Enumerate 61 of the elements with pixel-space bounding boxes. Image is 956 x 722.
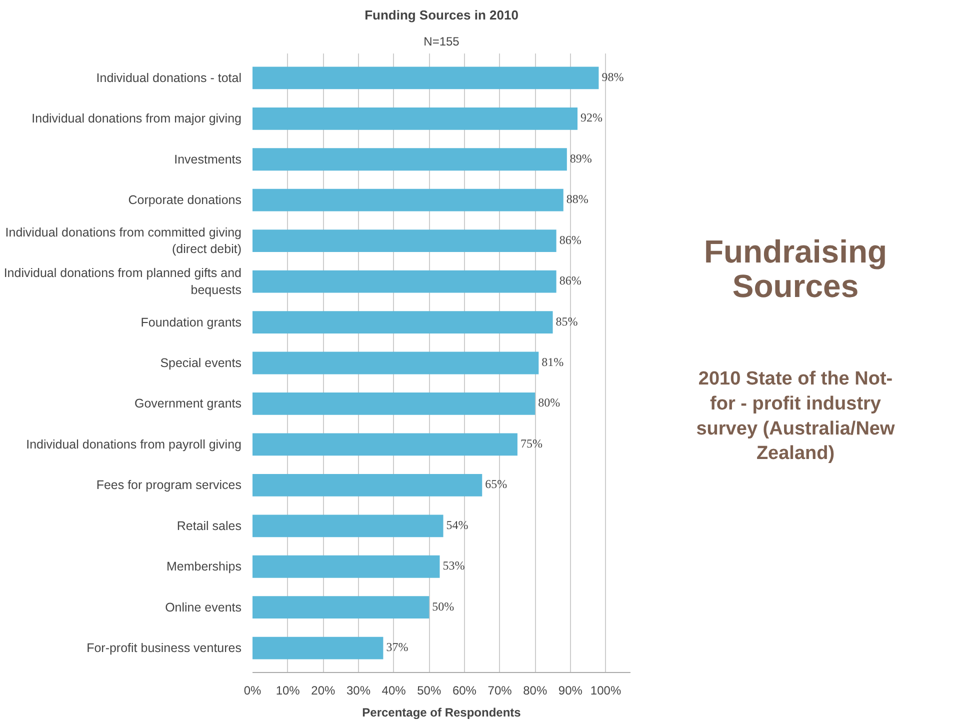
data-label: 54% — [446, 518, 468, 532]
bar — [252, 392, 536, 415]
x-tick-label: 50% — [417, 684, 442, 698]
data-label: 80% — [538, 396, 560, 410]
x-tick-label: 0% — [244, 684, 262, 698]
data-label: 92% — [580, 110, 603, 125]
x-tick-label: 100% — [590, 684, 622, 698]
y-tick-label: Individual donations from major giving — [32, 112, 242, 126]
data-label: 75% — [520, 436, 542, 450]
x-tick-label: 60% — [452, 684, 477, 698]
y-tick-label: Memberships — [166, 560, 242, 574]
bar — [252, 311, 553, 334]
text: 2010 State of the Not-for - profit industry survey (Australia/New Zealand) — [696, 368, 895, 464]
y-tick-label: Investments — [174, 152, 242, 166]
y-tick-label: Online events — [165, 600, 242, 614]
y-tick-label: Corporate donations — [128, 193, 242, 208]
bar — [252, 66, 599, 90]
y-tick-label: Government grants — [134, 396, 242, 411]
x-tick-label: 70% — [488, 684, 512, 698]
y-tick-label: Special events — [160, 356, 242, 370]
bar — [252, 107, 578, 130]
y-tick-label: Individual donations - total — [96, 70, 242, 85]
chart-subtitle: N=155 — [424, 34, 460, 48]
x-tick-label: 30% — [346, 684, 371, 698]
y-tick-label: Individual donations from planned gifts and bequests — [4, 266, 242, 297]
y-tick-label: Retail sales — [176, 518, 242, 533]
text: Fundraising Sources — [704, 234, 888, 304]
y-tick-label: For-profit business ventures — [86, 641, 242, 656]
x-tick-label: 90% — [558, 684, 583, 698]
bar — [252, 636, 384, 660]
x-tick-label: 40% — [382, 684, 406, 698]
data-label: 53% — [442, 558, 465, 573]
bar — [252, 514, 444, 538]
data-label: 86% — [559, 274, 582, 288]
data-label: 86% — [559, 232, 582, 247]
data-label: 89% — [570, 151, 592, 166]
data-label: 81% — [542, 355, 564, 369]
chart-title: Funding Sources in 2010 — [364, 8, 518, 22]
y-tick-label: Individual donations from payroll giving — [26, 437, 242, 452]
data-label: 88% — [566, 192, 588, 206]
bar — [252, 188, 564, 212]
data-label: 98% — [602, 70, 624, 84]
bar — [252, 270, 556, 293]
data-label: 65% — [485, 477, 508, 492]
x-axis-title: Percentage of Respondents — [362, 706, 522, 720]
x-tick-label: 10% — [276, 684, 300, 698]
bar — [252, 352, 539, 374]
y-tick-label: Individual donations from committed giving (direct debit) — [5, 225, 242, 256]
x-tick-label: 20% — [311, 684, 336, 698]
bar — [252, 148, 567, 171]
data-label: 85% — [556, 314, 578, 328]
data-label: 37% — [386, 640, 408, 654]
y-tick-label: Fees for program services — [96, 478, 242, 492]
bar — [252, 474, 482, 496]
y-tick-label: Foundation grants — [140, 315, 242, 330]
bar — [252, 230, 556, 252]
bar — [252, 596, 430, 619]
data-label: 50% — [432, 599, 454, 614]
bar — [252, 433, 518, 456]
bar — [252, 555, 440, 578]
x-tick-label: 80% — [523, 684, 548, 698]
